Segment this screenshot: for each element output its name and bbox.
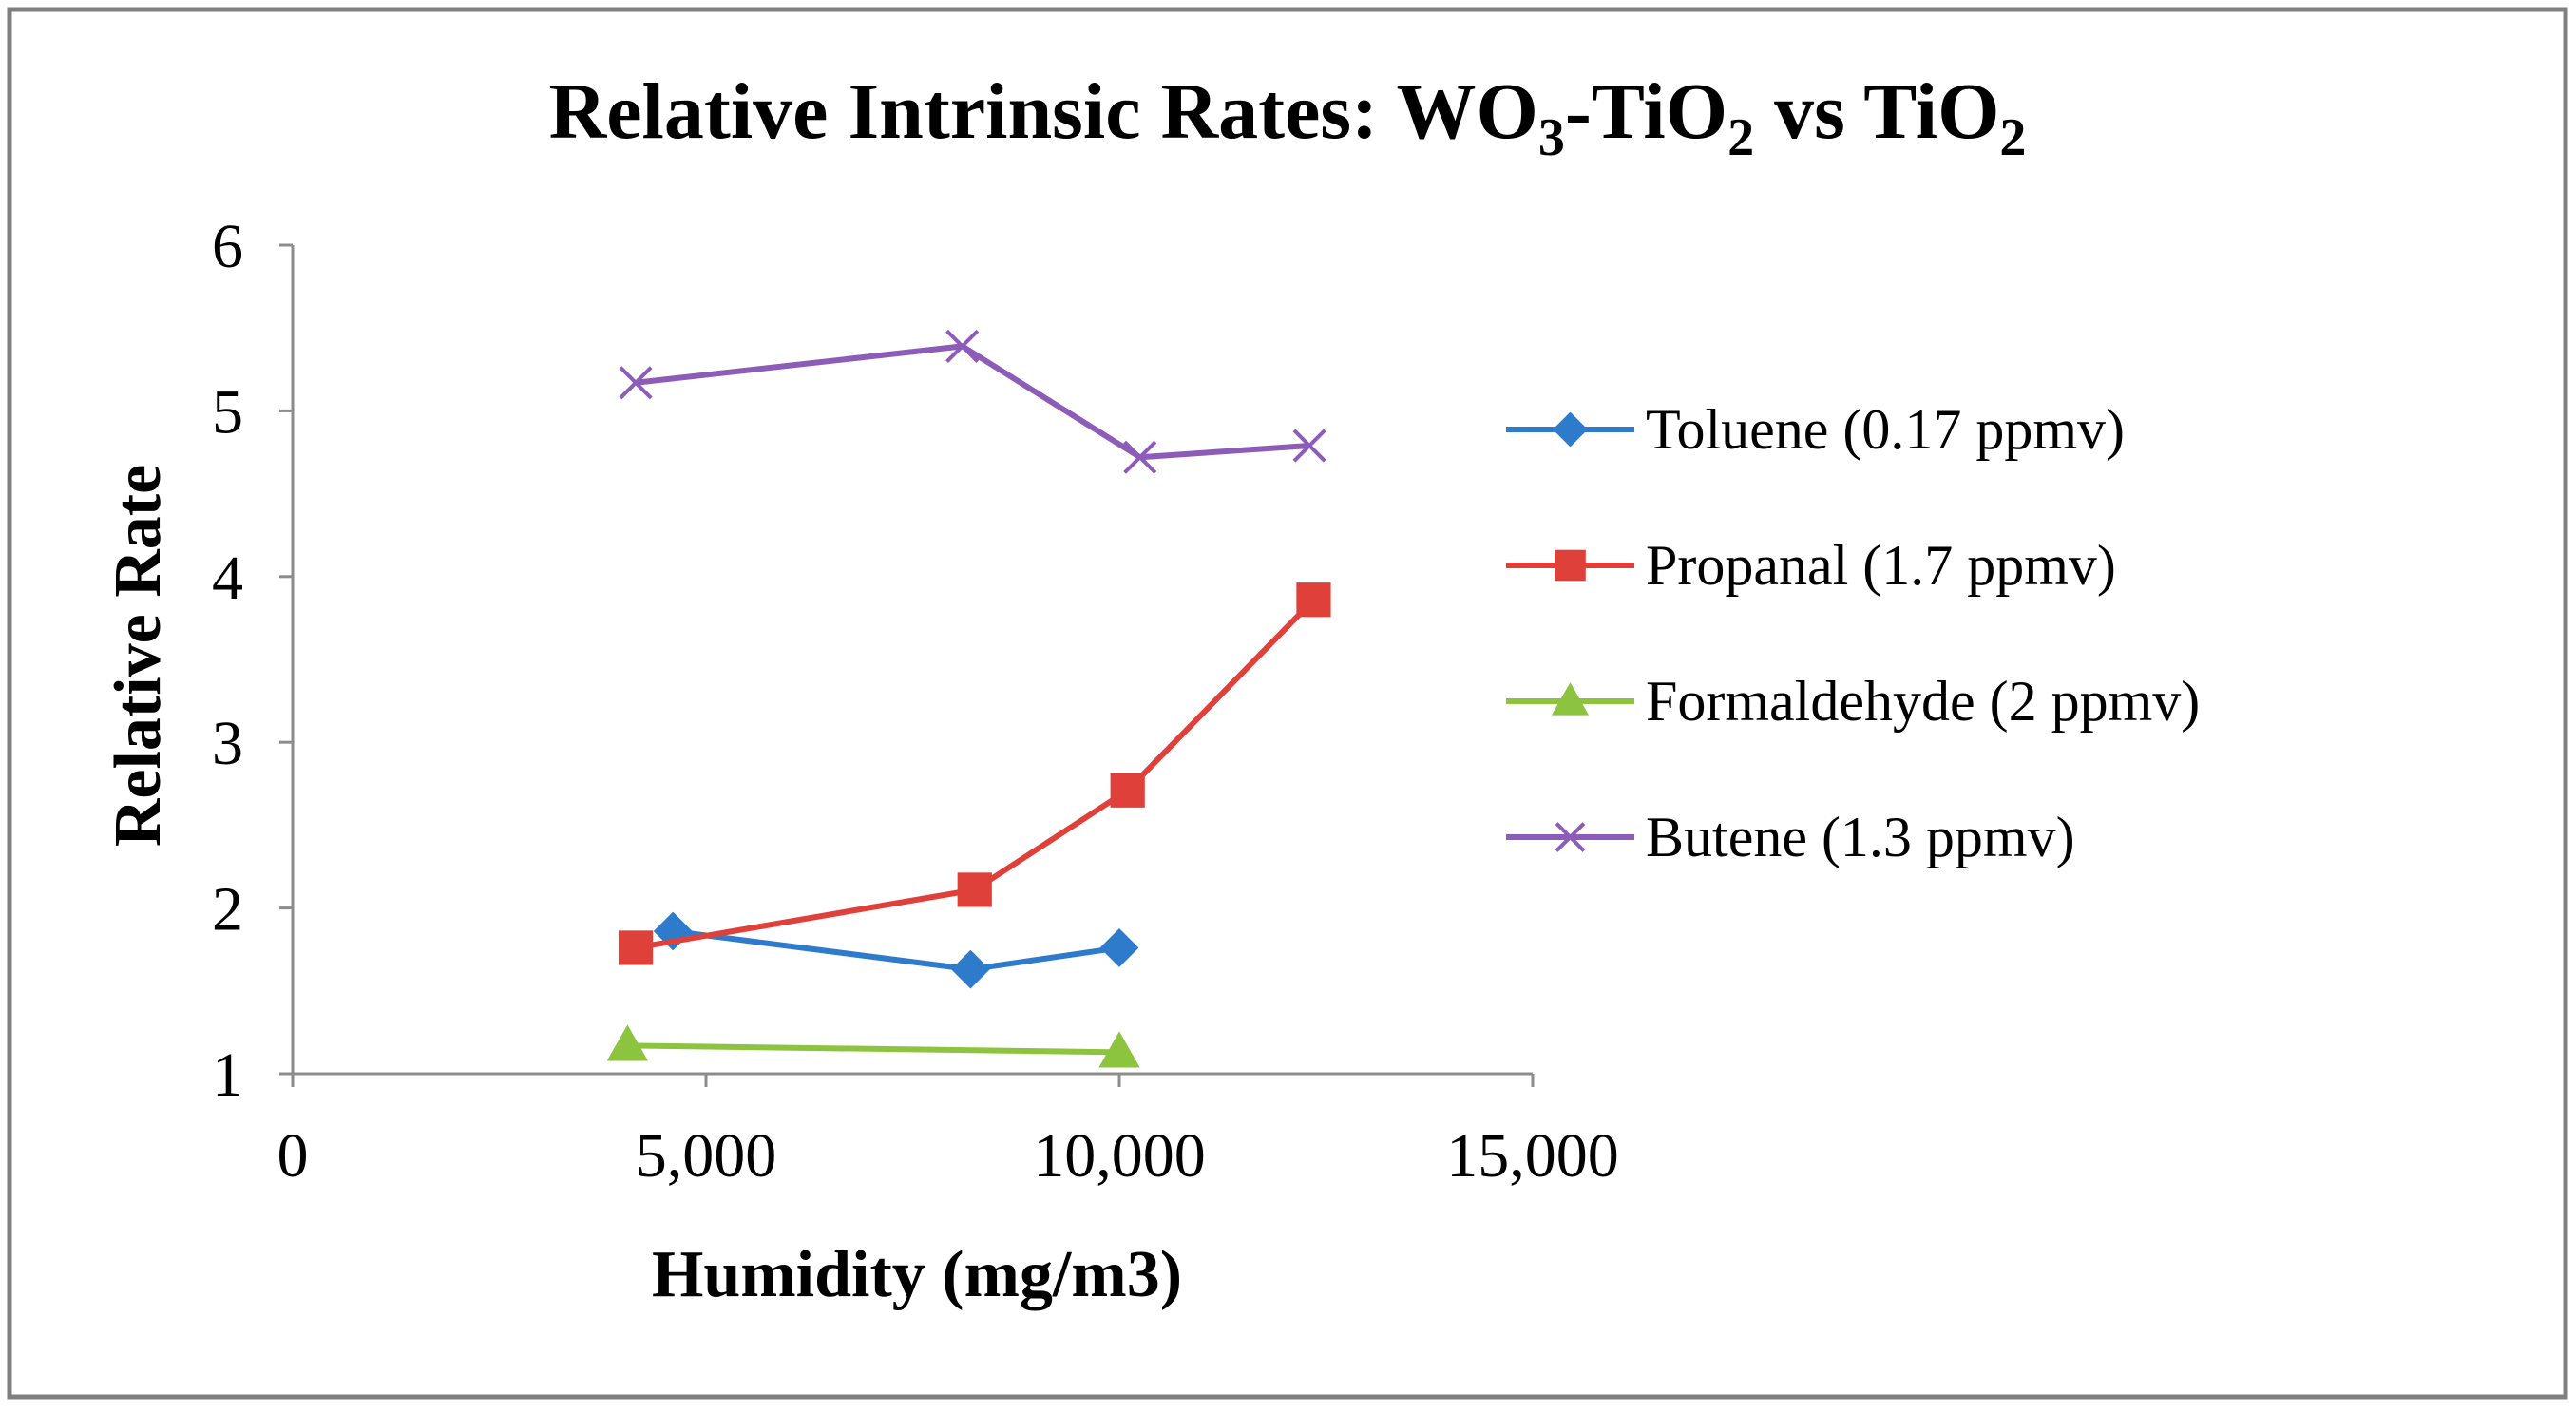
data-point [945, 329, 980, 363]
x-tick-label: 10,000 [1033, 1121, 1206, 1191]
legend-label: Butene (1.3 ppmv) [1646, 806, 2075, 868]
x-tick-label: 15,000 [1446, 1121, 1619, 1191]
legend-label: Formaldehyde (2 ppmv) [1646, 670, 2200, 733]
legend-entry: Formaldehyde (2 ppmv) [1506, 670, 2200, 733]
y-tick-label: 3 [212, 709, 243, 778]
y-tick-label: 2 [212, 875, 243, 945]
x-marker-stroke [1123, 440, 1157, 474]
y-tick-label: 5 [212, 377, 243, 447]
legend-layer: Toluene (0.17 ppmv) Propanal (1.7 ppmv) Fo… [1506, 398, 2200, 868]
series-line [627, 1042, 1120, 1056]
square-marker [957, 872, 992, 907]
x-marker-stroke [1292, 429, 1326, 463]
data-point [618, 930, 654, 965]
data-point [1098, 1031, 1140, 1068]
diamond-marker [950, 949, 990, 989]
triangle-marker [1098, 1031, 1140, 1068]
series-group [653, 911, 1139, 989]
data-point [950, 949, 990, 989]
x-marker-stroke [619, 366, 653, 400]
series-group [618, 582, 1331, 965]
chart-title-sub3: 2 [1999, 108, 2026, 167]
chart-title-part3: vs TiO [1754, 67, 1999, 156]
chart-title-part2: -TiO [1565, 67, 1727, 156]
chart-title: Relative Intrinsic Rates: WO3-TiO2 vs Ti… [549, 67, 2027, 167]
legend-marker [1553, 411, 1588, 448]
data-point [1292, 429, 1326, 463]
legend-label: Toluene (0.17 ppmv) [1646, 398, 2125, 461]
y-tick-label: 6 [212, 212, 243, 281]
chart-title-part1: Relative Intrinsic Rates: WO [549, 67, 1538, 156]
y-tick-label: 4 [212, 544, 243, 613]
x-axis-title: Humidity (mg/m3) [652, 1238, 1182, 1311]
data-point [1123, 440, 1157, 474]
axes-layer: 1 2 3 4 5 6 0 5,000 10,000 15,000 [212, 212, 1619, 1191]
legend-entry: Toluene (0.17 ppmv) [1506, 398, 2125, 461]
series-layer [606, 329, 1331, 1068]
legend-marker [1555, 549, 1586, 582]
chart-title-sub1: 3 [1538, 108, 1565, 167]
series-line [635, 343, 1310, 461]
x-marker-stroke [1555, 822, 1586, 852]
square-marker [618, 930, 654, 965]
legend-entry: Butene (1.3 ppmv) [1506, 806, 2075, 868]
legend-entry: Propanal (1.7 ppmv) [1506, 534, 2116, 597]
diamond-marker [1099, 928, 1139, 967]
series-line [635, 598, 1316, 951]
square-marker [1555, 549, 1586, 582]
legend-label: Propanal (1.7 ppmv) [1646, 534, 2116, 597]
legend-marker [1551, 682, 1590, 716]
data-point [1099, 928, 1139, 967]
data-point [606, 1024, 649, 1061]
triangle-marker [1551, 682, 1590, 716]
y-axis-title: Relative Rate [102, 465, 175, 847]
square-marker [1296, 582, 1331, 618]
x-marker-stroke [945, 329, 980, 363]
legend-marker [1555, 822, 1586, 852]
y-tick-label: 1 [212, 1040, 243, 1110]
data-point [1296, 582, 1331, 618]
diamond-marker [1553, 411, 1588, 448]
x-tick-label: 0 [277, 1121, 309, 1191]
chart-border [7, 7, 2568, 1400]
square-marker [1110, 773, 1145, 808]
data-point [619, 366, 653, 400]
data-point [957, 872, 992, 907]
series-group [619, 329, 1326, 474]
chart-title-sub2: 2 [1727, 108, 1754, 167]
series-group [606, 1024, 1140, 1068]
triangle-marker [606, 1024, 649, 1061]
data-point [1110, 773, 1145, 808]
x-tick-label: 5,000 [636, 1121, 777, 1191]
